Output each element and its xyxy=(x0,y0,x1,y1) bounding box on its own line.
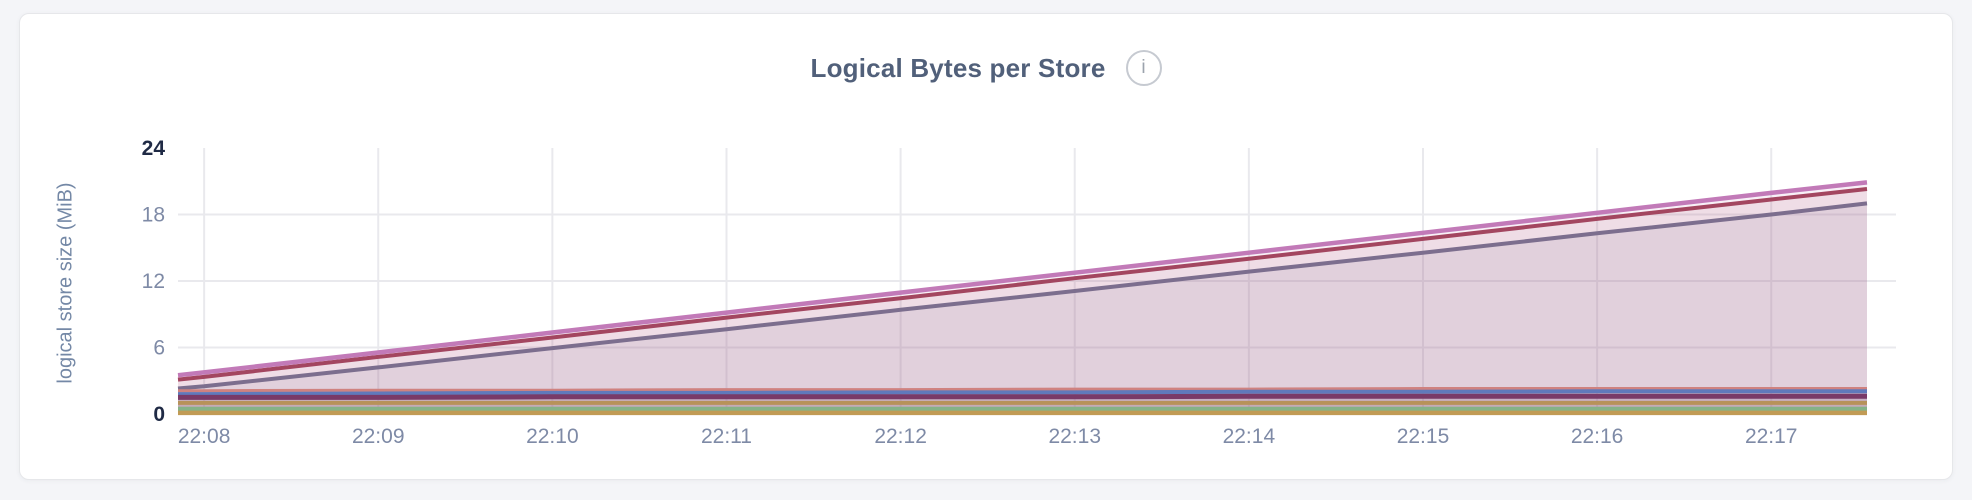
x-tick-label: 22:14 xyxy=(1223,425,1276,448)
x-tick-label: 22:17 xyxy=(1745,425,1798,448)
chart-title: Logical Bytes per Store xyxy=(810,52,1106,83)
x-tick-label: 22:15 xyxy=(1397,425,1450,448)
x-tick-label: 22:09 xyxy=(352,425,405,448)
series-line-store-darkmagenta xyxy=(178,393,1867,400)
y-tick-label: 6 xyxy=(153,337,165,360)
y-tick-label: 24 xyxy=(142,137,166,160)
chart-header: Logical Bytes per Store i xyxy=(20,50,1952,86)
series-line-store-blue xyxy=(178,389,1867,397)
y-axis-label: logical store size (MiB) xyxy=(54,182,77,384)
y-tick-label: 18 xyxy=(142,204,165,227)
x-tick-label: 22:11 xyxy=(701,425,752,448)
x-tick-label: 22:08 xyxy=(178,425,231,448)
y-tick-label: 12 xyxy=(142,270,165,293)
series-line-store-slate xyxy=(177,201,1868,391)
series-area-store-pink xyxy=(178,182,1867,414)
series-area-store-slate xyxy=(178,203,1867,414)
series-line-store-salmon xyxy=(178,387,1867,393)
x-tick-label: 22:13 xyxy=(1048,425,1101,448)
chart-card: 24 18 12 6 0 22:08 22:09 22:10 22:11 22:12 22:13 22… xyxy=(19,13,1953,480)
series-line-store-pink xyxy=(177,180,1868,378)
series-area-store-maroon xyxy=(178,189,1867,414)
x-tick-label: 22:16 xyxy=(1571,425,1624,448)
info-icon[interactable]: i xyxy=(1125,50,1162,86)
series-line-store-maroon xyxy=(177,187,1868,382)
x-tick-label: 22:12 xyxy=(874,425,927,448)
x-tick-label: 22:10 xyxy=(526,425,579,448)
logical-bytes-per-store-chart[interactable]: 24 18 12 6 0 22:08 22:09 22:10 22:11 22:12 22:13 22… xyxy=(20,14,1954,481)
y-tick-label: 0 xyxy=(153,403,165,426)
